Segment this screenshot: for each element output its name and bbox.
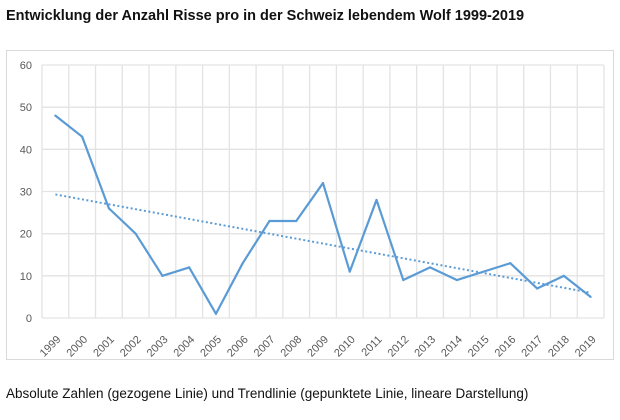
data-point <box>535 287 539 290</box>
data-point <box>428 266 432 269</box>
x-tick-label: 2003 <box>145 334 171 360</box>
data-point <box>562 274 565 277</box>
y-tick-label: 50 <box>20 102 32 114</box>
x-tick-label: 2005 <box>198 334 224 360</box>
y-tick-label: 60 <box>20 60 32 72</box>
trend-line <box>55 193 591 294</box>
data-point <box>348 270 351 273</box>
data-point <box>589 295 592 299</box>
data-point <box>81 135 84 138</box>
chart-caption: Absolute Zahlen (gezogene Linie) und Tre… <box>6 386 529 401</box>
data-point <box>455 278 458 282</box>
x-tick-label: 2018 <box>546 334 572 360</box>
x-tick-label: 2011 <box>359 334 384 359</box>
x-tick-label: 2009 <box>305 334 331 360</box>
data-point <box>161 274 164 277</box>
y-tick-label: 0 <box>26 313 32 325</box>
data-point <box>107 207 111 210</box>
x-tick-label: 2012 <box>386 334 412 360</box>
x-tick-label: 2015 <box>466 334 492 360</box>
data-point <box>402 278 405 282</box>
y-tick-label: 20 <box>20 229 32 241</box>
data-point <box>54 114 57 117</box>
x-tick-label: 2004 <box>172 334 198 360</box>
x-tick-label: 2001 <box>91 334 117 360</box>
data-point <box>188 266 191 269</box>
y-tick-label: 10 <box>20 271 32 283</box>
x-tick-label: 2008 <box>279 334 305 360</box>
y-tick-label: 30 <box>20 187 32 199</box>
x-tick-label: 2017 <box>519 334 545 360</box>
data-point <box>509 262 512 265</box>
data-point <box>241 262 244 265</box>
x-tick-label: 2000 <box>64 334 90 360</box>
x-tick-label: 2002 <box>118 334 144 360</box>
x-tick-label: 2019 <box>573 334 599 360</box>
chart-frame <box>6 50 614 360</box>
y-tick-label: 40 <box>20 144 32 156</box>
x-tick-label: 2010 <box>332 334 358 360</box>
chart-title: Entwicklung der Anzahl Risse pro in der … <box>6 8 525 24</box>
x-tick-label: 2013 <box>412 334 438 360</box>
x-tick-label: 2014 <box>439 334 465 360</box>
data-point <box>482 270 485 273</box>
x-tick-label: 2016 <box>493 334 519 360</box>
data-point <box>295 219 298 223</box>
data-point <box>134 232 137 235</box>
data-point <box>321 181 325 185</box>
x-tick-label: 2007 <box>252 334 278 360</box>
data-line <box>54 114 592 315</box>
data-point <box>214 312 218 315</box>
data-point <box>375 198 378 202</box>
data-point <box>268 219 271 223</box>
x-tick-label: 2006 <box>225 334 251 360</box>
x-tick-label: 1999 <box>38 334 64 360</box>
